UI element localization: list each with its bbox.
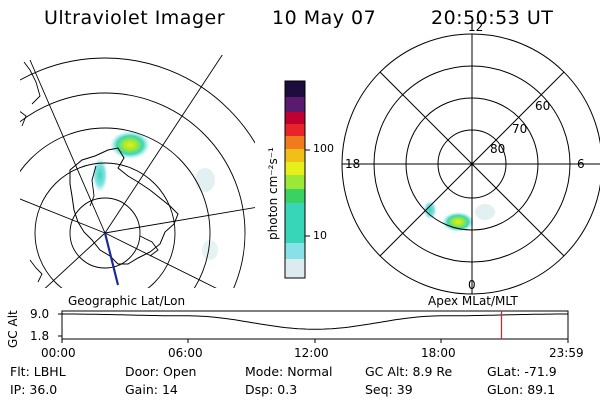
satellite-track <box>103 232 120 286</box>
altitude-xtick: 23:59 <box>549 346 584 360</box>
mlt-label-12: 12 <box>468 20 484 34</box>
colorbar-tick-10: 10 <box>313 229 327 242</box>
info-gc-alt: GC Alt: 8.9 Re <box>365 364 453 379</box>
info-seq: Seq: 39 <box>365 382 413 397</box>
colorbar-tick-100: 100 <box>313 142 334 155</box>
latitude-circles <box>20 57 255 288</box>
coastline <box>69 147 179 265</box>
altitude-ylabel: GC Alt <box>6 310 20 348</box>
altitude-xtick: 18:00 <box>421 346 456 360</box>
info-flt: Flt: LBHL <box>10 364 66 379</box>
info-gain: Gain: 14 <box>125 382 178 397</box>
mlt-dial <box>341 33 600 295</box>
aurora-blob <box>92 157 108 193</box>
info-mode: Mode: Normal <box>245 364 333 379</box>
altitude-xtick: 06:00 <box>168 346 203 360</box>
info-dsp: Dsp: 0.3 <box>245 382 298 397</box>
time-label: 20:50:53 UT <box>431 7 554 29</box>
aurora-faint <box>202 240 218 260</box>
mlt-lines <box>342 34 600 294</box>
colorbar <box>284 80 310 279</box>
altitude-ytick-top: 9.0 <box>30 307 50 321</box>
mlt-label-18: 18 <box>345 157 361 171</box>
aurora-faint <box>475 204 495 220</box>
altitude-xtick: 12:00 <box>294 346 329 360</box>
right-panel-caption: Apex MLat/MLT <box>428 294 518 308</box>
aurora-blob <box>442 212 474 232</box>
app-title: Ultraviolet Imager <box>44 7 226 29</box>
colorbar-label: photon cm⁻²s⁻¹ <box>266 147 280 240</box>
mlt-label-6: 6 <box>577 157 585 171</box>
left-panel-caption: Geographic Lat/Lon <box>68 294 186 308</box>
aurora-blob <box>423 200 437 220</box>
altitude-curve <box>62 313 568 330</box>
altitude-xtick: 00:00 <box>41 346 76 360</box>
info-door: Door: Open <box>125 364 197 379</box>
info-ip: IP: 36.0 <box>10 382 58 397</box>
altitude-panel <box>58 310 569 343</box>
altitude-ytick-bottom: 1.8 <box>30 329 50 343</box>
geographic-map <box>20 55 255 288</box>
date-label: 10 May 07 <box>272 7 377 29</box>
mlat-label-80: 80 <box>490 142 506 156</box>
mlat-label-70: 70 <box>512 122 528 136</box>
mlat-label-60: 60 <box>535 99 551 113</box>
mlt-label-0: 0 <box>468 278 476 292</box>
info-glat: GLat: -71.9 <box>487 364 557 379</box>
longitude-lines <box>20 55 255 288</box>
aurora-faint <box>195 168 215 192</box>
info-glon: GLon: 89.1 <box>487 382 556 397</box>
